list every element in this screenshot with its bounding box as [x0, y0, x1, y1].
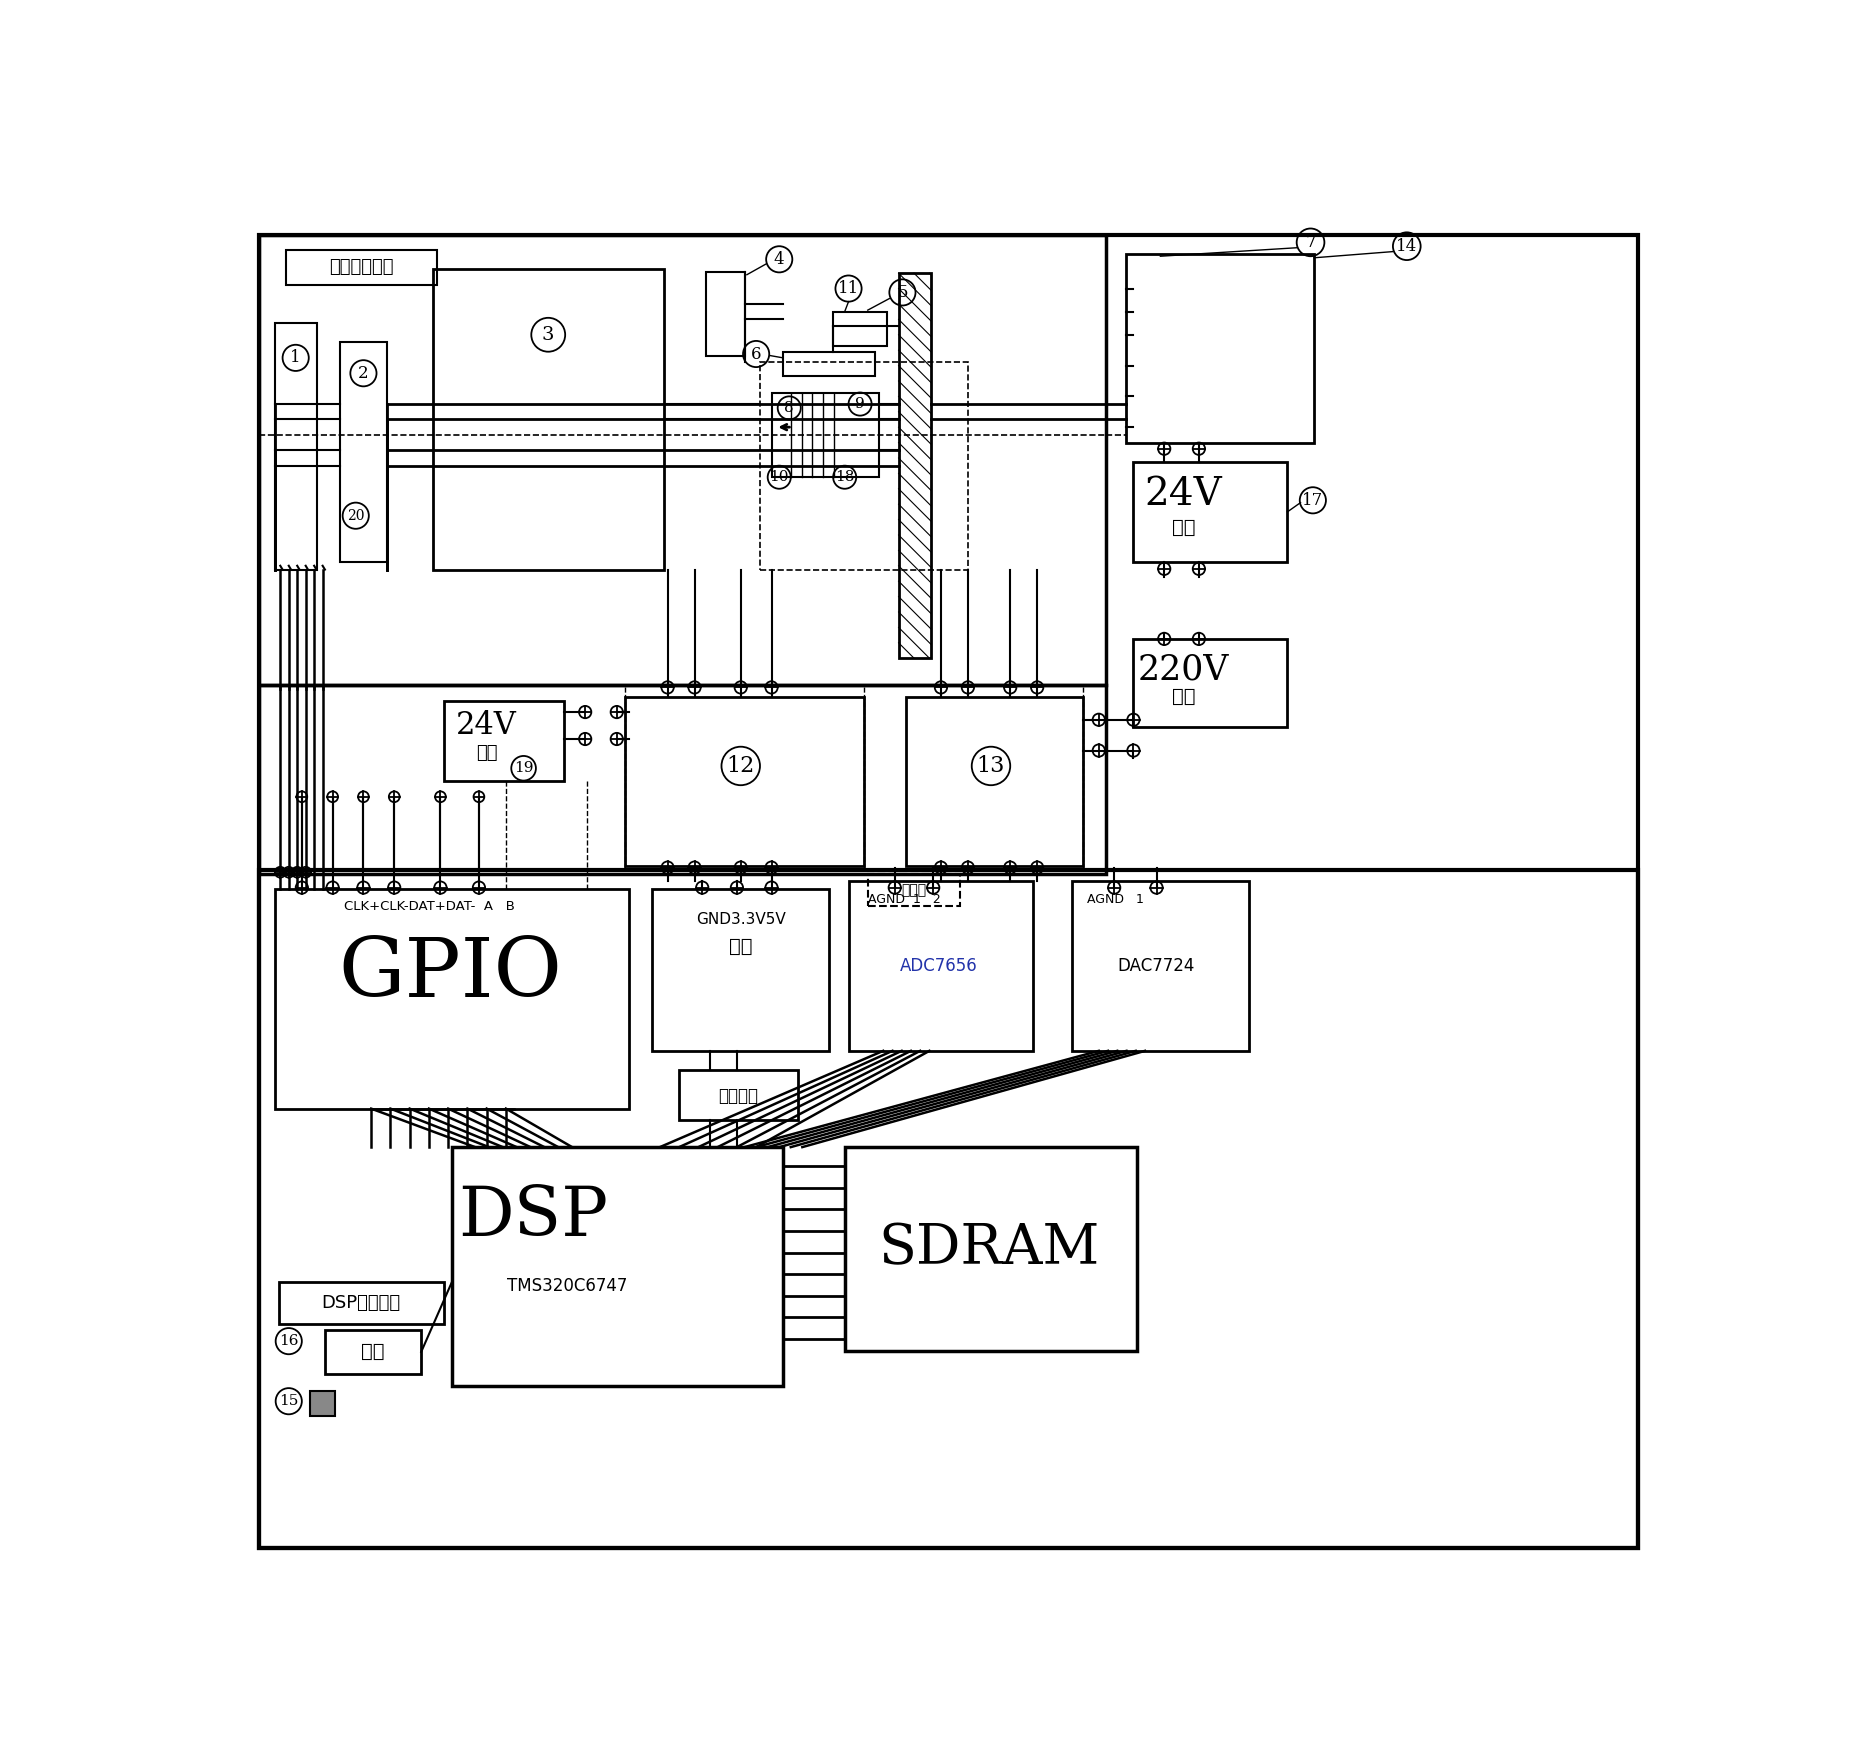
- Text: 机床硬件部分: 机床硬件部分: [328, 257, 393, 277]
- Bar: [278, 1282, 445, 1324]
- Text: 3: 3: [541, 326, 554, 344]
- Bar: [260, 869, 1637, 1548]
- Bar: [771, 393, 879, 478]
- Bar: [432, 270, 664, 569]
- Text: 7: 7: [1305, 234, 1316, 250]
- Text: 2: 2: [358, 365, 369, 383]
- Bar: [679, 1070, 799, 1120]
- Text: 6: 6: [751, 346, 762, 363]
- Text: SDRAM: SDRAM: [879, 1222, 1099, 1276]
- Text: TMS320C6747: TMS320C6747: [508, 1276, 629, 1294]
- Bar: [899, 273, 931, 658]
- Text: 8: 8: [784, 400, 794, 414]
- Bar: [452, 1148, 782, 1386]
- Bar: [706, 272, 745, 356]
- Text: AGND  1   2: AGND 1 2: [868, 892, 940, 906]
- Text: GPIO: GPIO: [339, 934, 562, 1014]
- Bar: [625, 696, 864, 866]
- Text: 10: 10: [769, 471, 790, 485]
- Bar: [653, 889, 829, 1051]
- Text: AGND   1: AGND 1: [1086, 892, 1144, 906]
- Bar: [1125, 254, 1314, 443]
- Text: 电源: 电源: [1172, 688, 1196, 707]
- Text: 18: 18: [834, 471, 855, 485]
- Bar: [445, 700, 564, 781]
- Bar: [324, 1331, 421, 1375]
- Text: 电压表: 电压表: [901, 883, 927, 897]
- Text: 11: 11: [838, 280, 858, 296]
- Text: 12: 12: [727, 755, 755, 777]
- Bar: [760, 361, 968, 569]
- Bar: [907, 696, 1083, 866]
- Bar: [286, 250, 436, 284]
- Text: 20: 20: [347, 510, 365, 522]
- Text: 9: 9: [855, 397, 866, 411]
- Text: 24V: 24V: [456, 710, 517, 742]
- Bar: [260, 686, 1107, 874]
- Text: 电源: 电源: [362, 1342, 384, 1361]
- Text: 220V: 220V: [1138, 652, 1229, 688]
- Bar: [1133, 462, 1287, 562]
- Text: DSP电路部分: DSP电路部分: [321, 1294, 400, 1312]
- Text: 17: 17: [1302, 492, 1324, 510]
- Bar: [1072, 882, 1250, 1051]
- Text: 电源芯片: 电源芯片: [717, 1086, 758, 1105]
- Bar: [341, 342, 386, 562]
- Bar: [849, 882, 1033, 1051]
- Bar: [782, 353, 875, 376]
- Text: 16: 16: [278, 1335, 298, 1349]
- Text: ADC7656: ADC7656: [899, 957, 977, 975]
- Bar: [274, 323, 317, 569]
- Bar: [832, 312, 886, 346]
- Bar: [845, 1148, 1137, 1350]
- Text: 13: 13: [977, 755, 1005, 777]
- Text: GND3.3V5V: GND3.3V5V: [695, 913, 786, 927]
- Text: 24V: 24V: [1144, 476, 1222, 513]
- Text: DAC7724: DAC7724: [1118, 957, 1196, 975]
- Text: 电源: 电源: [729, 938, 753, 956]
- Text: 5: 5: [897, 284, 908, 301]
- Text: 15: 15: [280, 1395, 298, 1409]
- Bar: [310, 1391, 336, 1416]
- Text: 14: 14: [1396, 238, 1418, 254]
- Bar: [274, 889, 629, 1109]
- Text: 电源: 电源: [1172, 518, 1196, 536]
- Text: 4: 4: [773, 250, 784, 268]
- Text: CLK+CLK-DAT+DAT-  A   B: CLK+CLK-DAT+DAT- A B: [345, 901, 515, 913]
- Text: 19: 19: [514, 762, 534, 776]
- Text: 电源: 电源: [476, 744, 497, 762]
- Bar: [1133, 638, 1287, 728]
- Bar: [260, 234, 1107, 686]
- Text: 1: 1: [291, 349, 300, 367]
- Bar: [868, 874, 960, 906]
- Text: DSP: DSP: [458, 1183, 608, 1250]
